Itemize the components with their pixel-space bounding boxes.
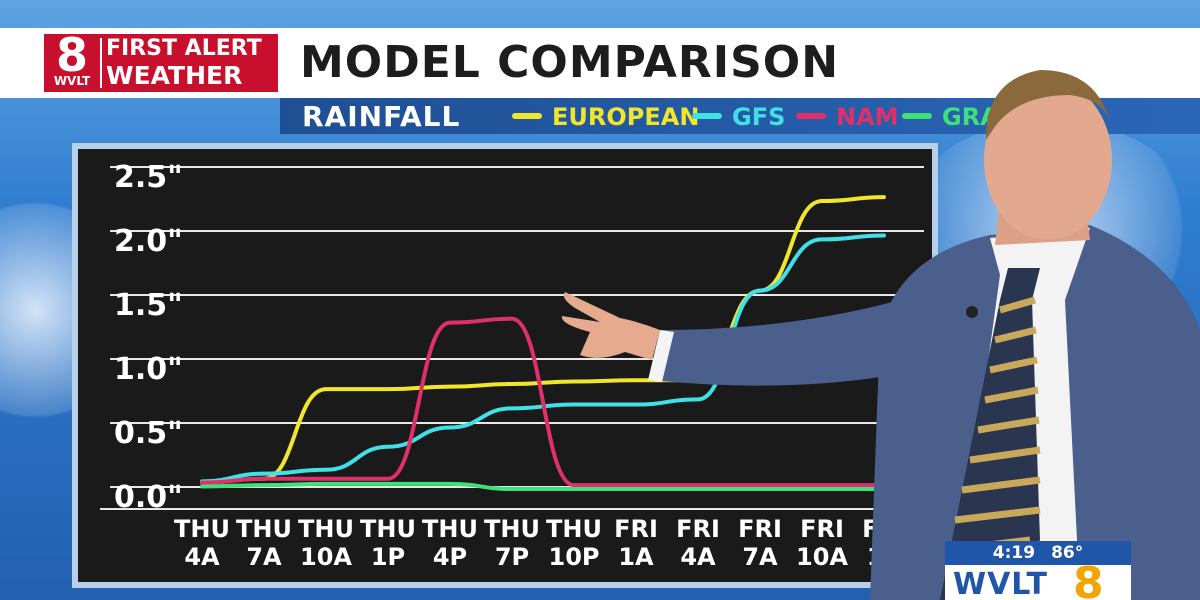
station-bug: 4:19 86° WVLT 8 <box>945 541 1131 600</box>
legend-label-gfs: GFS <box>732 103 786 131</box>
x-tick-label-day: THU <box>422 515 478 543</box>
presenter-arm <box>650 300 920 386</box>
presenter-head <box>984 80 1112 240</box>
x-tick-label-day: THU <box>236 515 292 543</box>
series-line-european <box>200 195 886 485</box>
legend-swatch-gfs <box>692 113 722 119</box>
x-tick-label-time: 4P <box>433 543 467 571</box>
legend-swatch-graf <box>902 113 932 119</box>
bug-time-temp: 4:19 86° <box>945 541 1131 565</box>
bug-call-sign: WVLT <box>953 567 1048 600</box>
legend-label-european: EUROPEAN <box>552 103 700 131</box>
x-tick-label-time: 10A <box>796 543 848 571</box>
x-tick-label-day: THU <box>298 515 354 543</box>
legend-nam: NAM <box>796 99 899 135</box>
presenter-hair <box>985 70 1112 140</box>
x-tick-label-time: 4A <box>184 543 220 571</box>
x-tick-label-time: 10A <box>300 543 352 571</box>
logo-divider <box>100 38 102 88</box>
presenter-mic <box>966 306 978 318</box>
x-tick-label-time: 7A <box>246 543 282 571</box>
x-tick-label-day: THU <box>174 515 230 543</box>
logo-line-weather: WEATHER <box>106 61 243 90</box>
rainfall-label: RAINFALL <box>302 100 461 133</box>
y-tick-label: 2.0" <box>114 224 183 259</box>
logo-call-sign: WVLT <box>53 74 91 88</box>
x-tick-label-day: FRI <box>738 515 782 543</box>
y-tick-label: 1.5" <box>114 288 183 323</box>
legend-european: EUROPEAN <box>512 99 699 135</box>
x-tick-label-time: 7P <box>495 543 529 571</box>
series-line-graf <box>200 481 886 491</box>
x-tick-label-day: THU <box>360 515 416 543</box>
series-line-nam <box>200 316 886 488</box>
legend-swatch-european <box>512 113 542 119</box>
bug-logo: WVLT 8 <box>945 565 1131 600</box>
bug-temp: 86° <box>1051 543 1084 563</box>
presenter-cuff <box>648 330 674 382</box>
x-tick-label-day: THU <box>484 515 540 543</box>
logo-line-first-alert: FIRST ALERT <box>106 36 262 61</box>
x-tick-label-time: 1A <box>618 543 654 571</box>
legend-gfs: GFS <box>692 99 785 135</box>
x-tick-label-time: 7A <box>742 543 778 571</box>
presenter-hand <box>561 292 660 360</box>
bug-number: 8 <box>1073 565 1104 600</box>
graphic-title: MODEL COMPARISON <box>300 37 840 88</box>
legend-swatch-nam <box>796 113 826 119</box>
x-tick-label-day: THU <box>546 515 602 543</box>
y-tick-label: 0.5" <box>114 416 183 451</box>
y-tick-label: 2.5" <box>114 160 183 195</box>
x-tick-label-time: 1P <box>371 543 405 571</box>
y-tick-label: 1.0" <box>114 352 183 387</box>
station-logo: 8 WVLT FIRST ALERT WEATHER <box>44 30 278 92</box>
x-tick-label-day: FRI <box>676 515 720 543</box>
bug-time: 4:19 <box>992 543 1036 563</box>
x-tick-label-day: FRI <box>800 515 844 543</box>
x-tick-label-time: 4A <box>680 543 716 571</box>
x-tick-label-time: 10P <box>549 543 600 571</box>
series-line-gfs <box>200 233 886 484</box>
logo-number: 8 <box>55 28 88 82</box>
x-tick-label-day: FRI <box>614 515 658 543</box>
legend-label-nam: NAM <box>836 103 899 131</box>
